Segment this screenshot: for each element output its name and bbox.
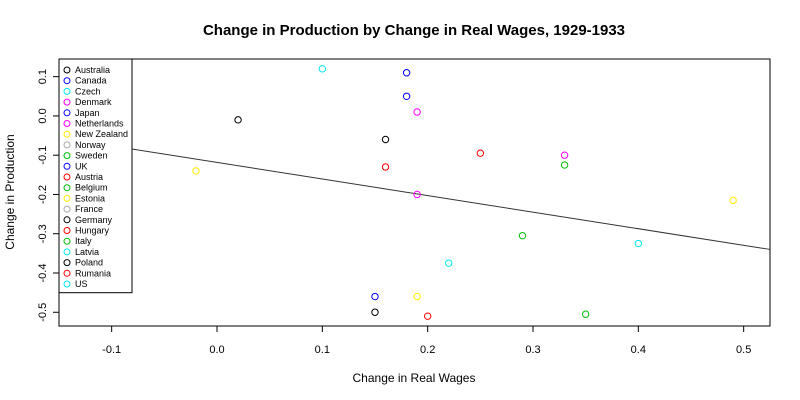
legend-marker — [63, 280, 71, 288]
legend-label: Denmark — [75, 97, 112, 107]
legend-marker — [63, 98, 71, 106]
y-tick-label: -0.4 — [37, 264, 49, 283]
legend-label: Germany — [75, 215, 113, 225]
x-tick-label: 0.1 — [315, 344, 330, 356]
x-tick-label: 0.3 — [525, 344, 540, 356]
y-tick-label: -0.2 — [37, 185, 49, 204]
legend-label: Norway — [75, 140, 106, 150]
y-axis-label: Change in Production — [3, 134, 17, 249]
data-point — [318, 65, 327, 73]
x-tick-label: 0.4 — [631, 344, 646, 356]
legend-marker — [63, 216, 71, 224]
legend-marker — [63, 152, 71, 160]
data-point — [371, 292, 379, 301]
data-point — [729, 196, 737, 205]
legend-label: France — [75, 204, 103, 214]
data-point — [445, 259, 453, 267]
x-axis: -0.1 0.0 0.1 0.2 0.3 0.4 0.5 — [102, 326, 751, 356]
data-point — [518, 231, 527, 240]
y-tick-label: -0.1 — [37, 146, 49, 165]
data-point — [560, 161, 569, 169]
legend-marker — [63, 87, 71, 95]
data-point — [371, 308, 379, 316]
legend-marker — [63, 173, 71, 181]
data-point — [413, 190, 421, 199]
y-tick-label: -0.3 — [37, 224, 49, 243]
legend-label: Latvia — [75, 247, 99, 257]
legend-box — [58, 58, 133, 294]
data-point — [192, 167, 200, 175]
data-point — [402, 69, 411, 77]
legend-label: Poland — [75, 258, 103, 268]
legend-marker — [63, 109, 71, 117]
legend-label: Netherlands — [75, 119, 124, 129]
legend-marker — [63, 237, 71, 245]
data-point — [423, 312, 432, 320]
y-axis: -0.5 -0.4 -0.3 -0.2 -0.1 0.0 0.1 — [37, 69, 59, 322]
data-point — [581, 310, 590, 318]
legend-label: Italy — [75, 236, 92, 246]
legend-marker — [63, 205, 71, 213]
legend-label: Belgium — [75, 183, 108, 193]
legend-marker — [63, 162, 71, 170]
legend-label: US — [75, 279, 88, 289]
x-tick-label: 0.5 — [736, 344, 751, 356]
legend-marker — [63, 184, 71, 192]
legend-marker — [63, 66, 71, 74]
legend-marker — [63, 77, 71, 85]
legend-label: Czech — [75, 86, 101, 96]
chart-title: Change in Production by Change in Real W… — [203, 22, 625, 39]
data-point — [413, 292, 421, 301]
legend-label: Estonia — [75, 193, 105, 203]
x-tick-label: 0.2 — [420, 344, 435, 356]
data-point — [381, 135, 390, 144]
legend: AustraliaCanadaCzechDenmarkJapanNetherla… — [58, 58, 133, 294]
x-axis-label: Change in Real Wages — [353, 371, 476, 385]
legend-label: UK — [75, 161, 88, 171]
legend-marker — [63, 194, 71, 202]
y-tick-label: -0.5 — [37, 303, 49, 322]
x-tick-label: -0.1 — [102, 344, 121, 356]
data-point — [402, 92, 411, 101]
legend-label: New Zealand — [75, 129, 128, 139]
data-point — [381, 163, 390, 171]
legend-marker — [63, 130, 71, 138]
legend-marker — [63, 248, 71, 256]
legend-marker — [63, 227, 71, 234]
legend-marker — [63, 269, 71, 277]
legend-marker — [63, 259, 71, 267]
legend-label: Sweden — [75, 151, 108, 161]
legend-label: Rumania — [75, 268, 111, 278]
data-point — [234, 116, 242, 124]
legend-marker — [63, 141, 71, 149]
data-point — [476, 149, 485, 157]
legend-label: Japan — [75, 108, 100, 118]
legend-label: Hungary — [75, 226, 110, 236]
legend-label: Australia — [75, 65, 110, 75]
data-point — [560, 151, 569, 159]
legend-label: Canada — [75, 76, 107, 86]
x-tick-label: 0.0 — [209, 344, 224, 356]
y-tick-label: 0.1 — [37, 69, 49, 84]
legend-label: Austria — [75, 172, 103, 182]
data-point — [413, 108, 421, 116]
y-tick-label: 0.0 — [37, 108, 49, 123]
legend-marker — [63, 120, 71, 127]
data-points — [192, 65, 737, 320]
data-point — [634, 239, 643, 248]
